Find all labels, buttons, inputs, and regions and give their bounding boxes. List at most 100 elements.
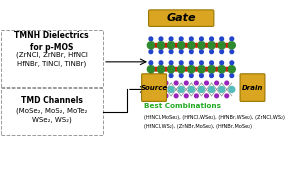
Circle shape [215, 81, 219, 85]
FancyBboxPatch shape [1, 30, 103, 87]
Text: (ZrNCl, ZrNBr, HfNCl
HfNBr, TiNCl, TiNBr): (ZrNCl, ZrNBr, HfNCl HfNBr, TiNCl, TiNBr… [16, 52, 87, 67]
Circle shape [164, 94, 168, 98]
Text: (HfNCl,MoSe₂), (HfNCl,WSe₂), (HfNBr,WSe₂), (ZrNCl,WS₂): (HfNCl,MoSe₂), (HfNCl,WSe₂), (HfNBr,WSe₂… [144, 115, 285, 119]
Circle shape [230, 74, 234, 77]
FancyBboxPatch shape [240, 74, 265, 101]
Circle shape [179, 61, 183, 65]
Circle shape [174, 81, 178, 85]
Circle shape [208, 42, 215, 49]
Circle shape [228, 66, 235, 73]
Circle shape [174, 67, 178, 71]
Text: Source: Source [141, 85, 168, 91]
Text: (MoSe₂, MoS₂, MoTe₂
WSe₂, WS₂): (MoSe₂, MoS₂, MoTe₂ WSe₂, WS₂) [16, 108, 87, 123]
Circle shape [205, 94, 208, 98]
Circle shape [154, 94, 158, 98]
Circle shape [198, 66, 205, 73]
Circle shape [228, 42, 235, 49]
Circle shape [178, 66, 185, 73]
Circle shape [230, 50, 234, 53]
Circle shape [210, 50, 213, 53]
Text: Drain: Drain [242, 85, 263, 91]
Circle shape [230, 61, 234, 65]
Circle shape [179, 37, 183, 41]
Circle shape [225, 67, 229, 71]
Circle shape [147, 66, 154, 73]
Circle shape [215, 94, 219, 98]
Circle shape [154, 67, 158, 71]
Circle shape [158, 87, 164, 92]
Circle shape [168, 87, 174, 92]
Circle shape [169, 61, 173, 65]
Circle shape [174, 94, 178, 98]
Circle shape [225, 43, 229, 47]
Circle shape [188, 42, 195, 49]
Text: Best Combinations: Best Combinations [144, 103, 221, 109]
Circle shape [198, 42, 205, 49]
Circle shape [195, 94, 198, 98]
Circle shape [174, 43, 178, 47]
Circle shape [210, 37, 213, 41]
Circle shape [179, 74, 183, 77]
Circle shape [195, 43, 198, 47]
Circle shape [195, 81, 198, 85]
Circle shape [149, 61, 153, 65]
Circle shape [168, 42, 175, 49]
Circle shape [169, 37, 173, 41]
Circle shape [159, 74, 163, 77]
Circle shape [178, 42, 185, 49]
Circle shape [189, 37, 193, 41]
Circle shape [185, 67, 188, 71]
Circle shape [200, 74, 203, 77]
Circle shape [169, 74, 173, 77]
Circle shape [210, 61, 213, 65]
Text: TMNH Dielectrics
for p-MOS: TMNH Dielectrics for p-MOS [14, 31, 89, 52]
FancyBboxPatch shape [142, 74, 166, 101]
Circle shape [205, 81, 208, 85]
Circle shape [229, 87, 235, 92]
Circle shape [164, 81, 168, 85]
Circle shape [164, 67, 168, 71]
Circle shape [205, 43, 208, 47]
Circle shape [218, 42, 225, 49]
Circle shape [199, 87, 204, 92]
Circle shape [185, 94, 188, 98]
Circle shape [220, 37, 223, 41]
Circle shape [219, 87, 225, 92]
Circle shape [157, 42, 165, 49]
Circle shape [215, 43, 219, 47]
Circle shape [220, 61, 223, 65]
Circle shape [225, 81, 229, 85]
Circle shape [154, 81, 158, 85]
Circle shape [200, 37, 203, 41]
Circle shape [178, 87, 184, 92]
Circle shape [188, 87, 194, 92]
Circle shape [208, 66, 215, 73]
Circle shape [179, 50, 183, 53]
Text: Gate: Gate [166, 13, 196, 23]
Circle shape [200, 61, 203, 65]
Text: TMD Channels: TMD Channels [21, 96, 83, 105]
Circle shape [189, 61, 193, 65]
Circle shape [185, 43, 188, 47]
Circle shape [149, 50, 153, 53]
Circle shape [188, 66, 195, 73]
Circle shape [147, 42, 154, 49]
FancyBboxPatch shape [149, 10, 214, 26]
Circle shape [169, 50, 173, 53]
Circle shape [225, 94, 229, 98]
Circle shape [218, 66, 225, 73]
Circle shape [159, 37, 163, 41]
Circle shape [189, 74, 193, 77]
Circle shape [220, 50, 223, 53]
FancyBboxPatch shape [1, 88, 103, 136]
Circle shape [215, 67, 219, 71]
Circle shape [209, 87, 215, 92]
Circle shape [200, 50, 203, 53]
Text: (HfNCl,WS₂), (ZrNBr,MoSe₂), (HfNBr,MoSe₂): (HfNCl,WS₂), (ZrNBr,MoSe₂), (HfNBr,MoSe₂… [144, 124, 252, 129]
Circle shape [154, 43, 158, 47]
Circle shape [205, 67, 208, 71]
Circle shape [195, 67, 198, 71]
Circle shape [149, 37, 153, 41]
Circle shape [149, 74, 153, 77]
Circle shape [189, 50, 193, 53]
